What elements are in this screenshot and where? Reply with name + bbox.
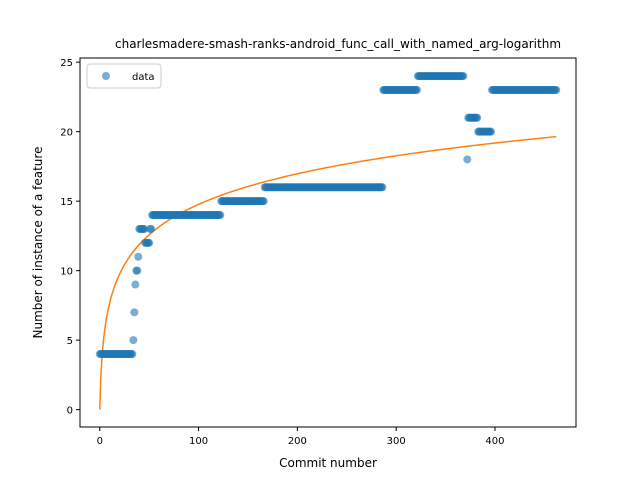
data-point [128, 350, 136, 358]
y-tick-label: 15 [60, 197, 73, 208]
data-point [473, 114, 481, 122]
data-point [133, 267, 141, 275]
data-point [378, 183, 386, 191]
y-tick-label: 0 [67, 406, 73, 417]
data-point [413, 86, 421, 94]
data-point [260, 197, 268, 205]
data-point [134, 253, 142, 261]
x-axis-label: Commit number [279, 456, 377, 470]
legend-label: data [132, 72, 155, 83]
data-point [463, 155, 471, 163]
x-tick-label: 100 [189, 436, 208, 447]
x-tick-label: 400 [485, 436, 504, 447]
x-tick-label: 200 [288, 436, 307, 447]
y-tick-label: 5 [67, 336, 73, 347]
chart-title: charlesmadere-smash-ranks-android_func_c… [115, 37, 561, 51]
data-point [129, 336, 137, 344]
data-point [131, 281, 139, 289]
data-point [487, 128, 495, 136]
data-point [459, 72, 467, 80]
y-tick-label: 10 [60, 267, 73, 278]
data-point [130, 308, 138, 316]
y-tick-label: 25 [60, 58, 73, 69]
data-point [216, 211, 224, 219]
y-tick-label: 20 [60, 128, 73, 139]
y-axis-label: Number of instance of a feature [31, 147, 45, 339]
data-point [147, 225, 155, 233]
legend: data [87, 64, 161, 88]
legend-marker [102, 72, 110, 80]
data-point [145, 239, 153, 247]
data-point [552, 86, 560, 94]
x-tick-label: 0 [97, 436, 103, 447]
x-tick-label: 300 [387, 436, 406, 447]
